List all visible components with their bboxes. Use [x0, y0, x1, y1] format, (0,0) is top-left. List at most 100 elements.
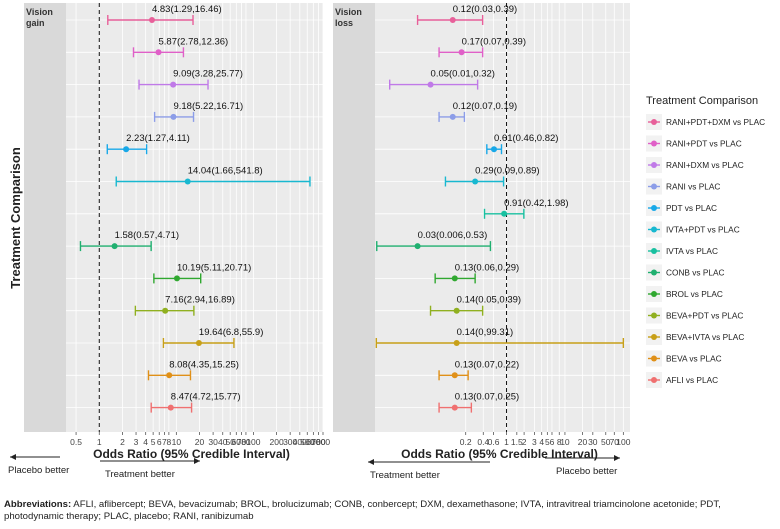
note-right: Placebo better: [556, 466, 617, 477]
note-left-arrowhead: [10, 454, 16, 460]
legend-label: BEVA+PDT vs PLAC: [666, 311, 743, 321]
x-tick-label: 8: [167, 437, 172, 447]
data-label: 2.23(1.27,4.11): [126, 133, 190, 144]
data-label: 0.05(0.01,0.32): [431, 69, 495, 80]
data-label: 0.14(0,99.31): [457, 327, 514, 338]
note-right: Treatment better: [105, 469, 175, 480]
y-axis-title: Treatment Comparison: [8, 147, 23, 289]
x-axis-title: Odds Ratio (95% Credible Interval): [93, 447, 290, 461]
panel-background: [375, 3, 630, 432]
x-tick-label: 1: [504, 437, 509, 447]
panel-strip: [24, 3, 66, 432]
point-estimate: [111, 243, 118, 250]
data-label: 5.87(2.78,12.36): [159, 36, 229, 47]
data-label: 0.12(0.07,0.19): [453, 101, 517, 112]
legend-label: IVTA vs PLAC: [666, 246, 718, 256]
x-tick-label: 800: [316, 437, 330, 447]
point-estimate: [123, 146, 130, 153]
legend-key-point: [651, 205, 657, 211]
data-label: 0.91(0.42,1.98): [504, 198, 568, 209]
data-label: 8.47(4.72,15.77): [171, 392, 241, 403]
legend-label: BEVA+IVTA vs PLAC: [666, 332, 744, 342]
panel-strip: [333, 3, 375, 432]
x-tick-label: 100: [616, 437, 630, 447]
abbreviations-footnote: Abbreviations: AFLI, aflibercept; BEVA, …: [4, 499, 774, 523]
point-estimate: [173, 275, 180, 282]
point-estimate: [414, 243, 421, 250]
data-label: 0.12(0.03,0.39): [453, 4, 517, 15]
point-estimate: [458, 49, 465, 56]
x-tick-label: 700: [311, 437, 325, 447]
x-axis-title: Odds Ratio (95% Credible Interval): [401, 447, 598, 461]
x-tick-label: 20: [578, 437, 588, 447]
strip-label-line2: gain: [26, 18, 45, 28]
point-estimate: [451, 372, 458, 379]
legend-label: IVTA+PDT vs PLAC: [666, 225, 740, 235]
data-label: 0.17(0.07,0.39): [462, 36, 526, 47]
point-estimate: [166, 372, 173, 379]
x-tick-label: 30: [588, 437, 598, 447]
strip-label-line2: loss: [335, 18, 353, 28]
point-estimate: [170, 81, 177, 88]
x-tick-label: 1: [97, 437, 102, 447]
x-tick-label: 60: [232, 437, 242, 447]
legend-key-point: [651, 355, 657, 362]
legend-key-point: [651, 312, 657, 319]
data-label: 0.03(0.006,0.53): [418, 230, 488, 241]
x-tick-label: 70: [237, 437, 247, 447]
legend-key-point: [651, 162, 657, 168]
x-tick-label: 100: [246, 437, 260, 447]
note-right-arrowhead: [614, 455, 620, 461]
legend-label: RANI vs PLAC: [666, 182, 720, 192]
point-estimate: [148, 17, 155, 23]
point-estimate: [451, 275, 458, 282]
strip-label-line1: Vision: [26, 7, 53, 17]
data-label: 8.08(4.35,15.25): [169, 359, 239, 370]
abbreviations-heading: Abbreviations:: [4, 499, 72, 510]
panel-background: [66, 3, 323, 432]
x-tick-label: 5: [545, 437, 550, 447]
x-tick-label: 80: [241, 437, 251, 447]
legend-label: CONB vs PLAC: [666, 268, 725, 278]
x-tick-label: 300: [283, 437, 297, 447]
x-tick-label: 10: [560, 437, 570, 447]
point-estimate: [449, 113, 456, 120]
note-left: Treatment better: [370, 470, 440, 481]
data-label: 9.18(5.22,16.71): [173, 101, 243, 112]
point-estimate: [472, 178, 479, 185]
legend-key-point: [651, 334, 657, 340]
x-tick-label: 50: [601, 437, 611, 447]
note-left-arrowhead: [368, 459, 374, 465]
x-tick-label: 3: [134, 437, 139, 447]
data-label: 19.64(6.8,55.9): [199, 327, 263, 338]
x-tick-label: 2: [522, 437, 527, 447]
legend-label: BROL vs PLAC: [666, 289, 723, 299]
point-estimate: [490, 146, 497, 153]
data-label: 9.09(3.28,25.77): [173, 69, 243, 80]
data-label: 10.19(5.11,20.71): [177, 262, 251, 273]
data-label: 4.83(1.29,16.46): [152, 4, 222, 15]
legend-label: RANI+DXM vs PLAC: [666, 160, 744, 170]
legend-key-point: [651, 140, 657, 147]
legend-label: RANI+PDT+DXM vs PLAC: [666, 117, 765, 127]
x-tick-label: 7: [162, 437, 167, 447]
point-estimate: [451, 404, 458, 411]
legend-title: Treatment Comparison: [646, 95, 758, 107]
strip-label-line1: Vision: [335, 7, 362, 17]
legend-label: PDT vs PLAC: [666, 203, 717, 213]
point-estimate: [195, 340, 202, 346]
point-estimate: [453, 340, 460, 346]
point-estimate: [162, 307, 169, 314]
abbreviations-text: AFLI, aflibercept; BEVA, bevacizumab; BR…: [4, 499, 721, 522]
legend-label: AFLI vs PLAC: [666, 375, 718, 385]
point-estimate: [184, 178, 191, 185]
x-tick-label: 4: [143, 437, 148, 447]
legend-key-point: [651, 248, 657, 254]
x-tick-label: 20: [195, 437, 205, 447]
x-tick-label: 400: [293, 437, 307, 447]
data-label: 0.13(0.06,0.29): [455, 262, 519, 273]
data-label: 0.61(0.46,0.82): [494, 133, 558, 144]
x-tick-label: 0.5: [70, 437, 82, 447]
x-tick-label: 0.6: [488, 437, 500, 447]
